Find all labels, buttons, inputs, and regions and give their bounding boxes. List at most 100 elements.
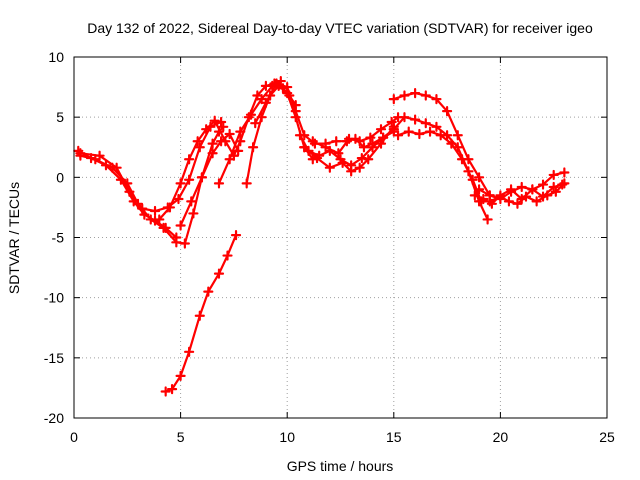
data-point-marker — [154, 214, 165, 225]
data-point-marker — [224, 154, 235, 165]
data-point-marker — [478, 193, 489, 205]
y-tick-label: -20 — [44, 410, 64, 426]
x-tick-label: 10 — [279, 429, 295, 445]
data-point-marker — [192, 136, 203, 147]
data-point-marker — [331, 136, 342, 147]
data-point-marker — [194, 310, 205, 321]
data-point-marker — [358, 142, 370, 153]
y-tick-label: -10 — [44, 290, 64, 306]
data-point-marker — [467, 174, 478, 185]
data-point-marker — [337, 157, 348, 168]
data-point-marker — [542, 190, 553, 201]
data-point-marker — [209, 115, 220, 126]
data-point-marker — [399, 112, 410, 123]
data-point-marker — [388, 124, 399, 135]
data-point-marker — [503, 196, 515, 207]
data-point-marker — [111, 162, 122, 173]
data-point-marker — [324, 162, 335, 173]
series-pass-3 — [79, 120, 223, 213]
data-point-marker — [363, 154, 374, 165]
data-point-marker — [145, 214, 156, 225]
data-point-marker — [294, 130, 306, 141]
data-point-marker — [184, 174, 195, 185]
data-point-marker — [482, 214, 493, 225]
data-point-marker — [160, 386, 171, 397]
data-point-marker — [250, 118, 261, 129]
data-point-marker — [203, 286, 214, 297]
data-point-marker — [260, 97, 271, 108]
data-point-marker — [207, 148, 218, 159]
x-tick-label: 5 — [177, 429, 185, 445]
data-point-marker — [307, 136, 318, 147]
data-point-marker — [186, 196, 197, 207]
data-point-marker — [442, 106, 453, 117]
chart-title: Day 132 of 2022, Sidereal Day-to-day VTE… — [87, 20, 593, 36]
series-pass-14 — [392, 92, 491, 197]
data-point-marker — [343, 133, 355, 144]
data-point-marker — [403, 126, 414, 137]
data-point-marker — [469, 190, 480, 201]
data-point-marker — [414, 128, 425, 140]
data-point-marker — [207, 138, 218, 149]
y-tick-label: 10 — [48, 49, 64, 65]
data-point-marker — [424, 126, 436, 137]
data-point-marker — [75, 148, 86, 159]
data-point-marker — [386, 116, 397, 128]
y-axis-label: SDTVAR / TECUs — [6, 182, 22, 294]
data-point-marker — [179, 238, 190, 249]
x-tick-label: 25 — [599, 429, 615, 445]
data-point-marker — [247, 142, 259, 153]
data-point-marker — [194, 142, 205, 153]
data-point-marker — [520, 191, 532, 202]
data-point-marker — [537, 179, 549, 190]
data-point-marker — [410, 88, 421, 99]
data-point-marker — [216, 116, 227, 128]
data-point-marker — [175, 370, 186, 381]
data-point-marker — [473, 184, 485, 195]
tick-layer: 0 5 10 15 20 25 10 5 0 -5 -10 -15 -20 — [44, 49, 615, 445]
data-point-marker — [311, 152, 323, 164]
data-point-marker — [512, 198, 523, 209]
data-point-marker — [166, 384, 178, 395]
data-point-marker — [299, 142, 310, 153]
data-point-marker — [224, 128, 235, 140]
data-point-marker — [559, 178, 570, 189]
data-point-marker — [516, 181, 527, 193]
series-pass-2 — [79, 125, 225, 245]
data-point-marker — [435, 130, 446, 141]
data-point-marker — [550, 186, 561, 197]
data-point-marker — [124, 186, 135, 197]
data-point-marker — [271, 78, 282, 89]
x-tick-label: 20 — [493, 429, 509, 445]
data-point-marker — [175, 220, 186, 231]
data-point-marker — [388, 94, 399, 105]
data-point-marker — [137, 203, 148, 214]
data-point-marker — [290, 106, 301, 117]
data-point-marker — [527, 184, 538, 195]
data-point-marker — [365, 132, 376, 143]
data-point-marker — [473, 172, 485, 183]
data-point-marker — [184, 346, 195, 357]
data-point-marker — [320, 142, 331, 153]
data-point-marker — [484, 196, 495, 207]
data-point-marker — [241, 178, 252, 189]
data-point-marker — [188, 208, 199, 219]
x-axis-label: GPS time / hours — [287, 458, 394, 474]
data-point-marker — [196, 172, 208, 183]
data-point-marker — [201, 124, 212, 135]
data-point-marker — [452, 130, 463, 141]
data-point-marker — [367, 142, 378, 153]
series-pass-1 — [77, 149, 178, 239]
data-point-marker — [213, 268, 225, 279]
data-point-marker — [346, 166, 357, 177]
data-point-marker — [375, 124, 387, 135]
y-tick-label: -15 — [44, 350, 64, 366]
data-point-marker — [184, 154, 195, 165]
data-point-marker — [222, 250, 233, 261]
data-point-marker — [548, 169, 559, 181]
data-point-marker — [230, 229, 242, 241]
data-point-marker — [559, 167, 570, 178]
plot-frame — [73, 56, 608, 419]
data-point-marker — [505, 186, 517, 197]
